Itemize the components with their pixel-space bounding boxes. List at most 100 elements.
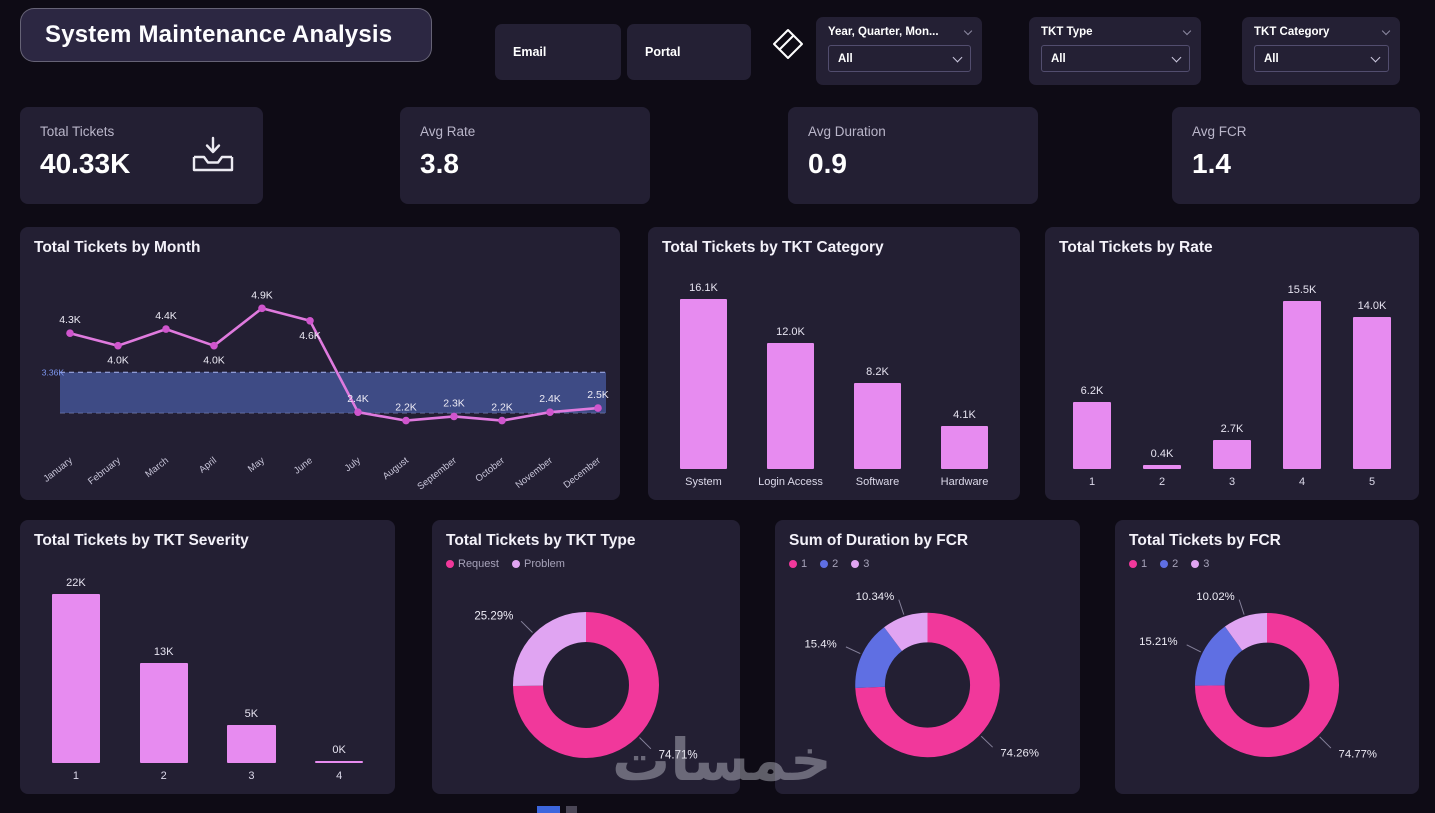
tickets-by-month-line-chart: 3.36K 4.3K January 4.0K February 4.4K March 4.0… [26, 259, 614, 496]
bar-column-1[interactable]: 13K 2 [120, 560, 208, 784]
month-axis-label: February [86, 455, 123, 487]
legend-item-Problem[interactable]: Problem [511, 558, 565, 570]
tickets-by-rate-bar-chart: 6.2K 1 0.4K 2 2.7K 3 15.5K 4 14.0K 5 [1057, 267, 1407, 490]
bar-column-3[interactable]: 4.1K Hardware [921, 267, 1008, 490]
bar-column-3[interactable]: 15.5K 4 [1267, 267, 1337, 490]
bar-column-0[interactable]: 16.1K System [660, 267, 747, 490]
bar-value-label: 13K [153, 646, 174, 659]
line-series [68, 306, 600, 422]
chart-legend: 1 2 3 [1129, 558, 1405, 570]
legend-item-3[interactable]: 3 [851, 558, 869, 570]
legend-dot [789, 560, 797, 568]
bar[interactable] [766, 342, 815, 469]
callout-line [845, 646, 861, 654]
chart-title: Sum of Duration by FCR [789, 532, 969, 549]
slicer-tkt-category-dropdown[interactable]: All [1254, 45, 1389, 72]
callout-line [1319, 736, 1332, 749]
callout-line [1238, 599, 1245, 615]
bar-column-1[interactable]: 12.0K Login Access [747, 267, 834, 490]
donut-slice-Problem[interactable] [513, 612, 659, 758]
bar[interactable] [315, 760, 364, 763]
data-point-6[interactable] [354, 408, 362, 416]
clear-filters-eraser-icon[interactable] [770, 26, 806, 62]
data-point-5[interactable] [306, 317, 314, 325]
donut-slice-2[interactable] [1194, 612, 1340, 758]
donut-callout-label: 15.21% [1139, 636, 1177, 648]
legend-item-2[interactable]: 2 [1160, 558, 1178, 570]
legend-item-Request[interactable]: Request [446, 558, 499, 570]
donut-slice-1[interactable] [1194, 612, 1340, 758]
bar-column-2[interactable]: 2.7K 3 [1197, 267, 1267, 490]
slicer-tkt-category-value: All [1264, 52, 1279, 65]
callout-line [1186, 644, 1202, 653]
report-title-card: System Maintenance Analysis [20, 8, 432, 62]
bar-column-0[interactable]: 6.2K 1 [1057, 267, 1127, 490]
data-point-8[interactable] [450, 412, 458, 421]
bar[interactable] [679, 299, 728, 469]
bar[interactable] [1212, 439, 1252, 469]
bar-value-label: 4.1K [953, 408, 976, 421]
bar-column-3[interactable]: 0K 4 [295, 560, 383, 784]
bar[interactable] [853, 382, 902, 469]
slicer-date-label: Year, Quarter, Mon... [828, 26, 939, 38]
chart-legend: Request Problem [446, 558, 726, 570]
point-value-label: 4.9K [251, 289, 273, 301]
legend-item-2[interactable]: 2 [820, 558, 838, 570]
portal-button[interactable]: Portal [627, 24, 751, 80]
footer-peek-blue-block [537, 806, 560, 813]
data-point-3[interactable] [210, 341, 218, 350]
slicer-date-dropdown[interactable]: All [828, 45, 971, 72]
month-axis-label: April [197, 455, 219, 475]
bar[interactable] [1142, 464, 1182, 469]
bar-category-label: Hardware [940, 476, 989, 488]
legend-item-3[interactable]: 3 [1191, 558, 1209, 570]
bar-column-4[interactable]: 14.0K 5 [1337, 267, 1407, 490]
bar-column-2[interactable]: 8.2K Software [834, 267, 921, 490]
bar-column-1[interactable]: 0.4K 2 [1127, 267, 1197, 490]
data-point-1[interactable] [114, 341, 122, 350]
slicer-tkt-type-dropdown[interactable]: All [1041, 45, 1190, 72]
bar[interactable] [1282, 300, 1322, 469]
data-point-11[interactable] [594, 404, 602, 412]
email-button[interactable]: Email [495, 24, 621, 80]
legend-item-1[interactable]: 1 [789, 558, 807, 570]
legend-label: 2 [832, 558, 839, 570]
legend-dot [851, 560, 860, 568]
chevron-down-icon [952, 52, 963, 62]
point-value-label: 4.0K [203, 355, 225, 367]
slicer-tkt-category-header[interactable]: TKT Category [1254, 26, 1391, 38]
bar[interactable] [1072, 401, 1112, 469]
bar[interactable] [139, 663, 188, 763]
data-point-9[interactable] [498, 416, 506, 425]
kpi-label: Avg Rate [420, 124, 476, 139]
chart-title: Total Tickets by FCR [1129, 532, 1281, 549]
donut-callout-label: 74.77% [1339, 749, 1377, 761]
bar-value-label: 22K [66, 577, 86, 590]
bar-column-0[interactable]: 22K 1 [32, 560, 120, 784]
legend-label: 3 [1203, 558, 1210, 570]
data-point-4[interactable] [258, 304, 266, 313]
donut-callout-label: 25.29% [474, 611, 513, 623]
month-axis-label: March [143, 455, 171, 480]
slicer-tkt-type-header[interactable]: TKT Type [1041, 26, 1192, 38]
bar[interactable] [940, 425, 989, 469]
data-point-2[interactable] [162, 325, 170, 333]
data-point-7[interactable] [402, 416, 410, 425]
data-point-0[interactable] [66, 329, 74, 337]
bar[interactable] [51, 594, 100, 763]
kpi-avg-rate: Avg Rate 3.8 [400, 107, 650, 204]
data-point-10[interactable] [546, 408, 554, 416]
donut-slice-2[interactable] [855, 612, 1000, 758]
legend-dot [1191, 560, 1200, 568]
bar[interactable] [227, 724, 276, 763]
donut-slice-3[interactable] [855, 612, 1000, 758]
legend-item-1[interactable]: 1 [1129, 558, 1147, 570]
footer-peek [0, 806, 1435, 813]
month-axis-label: November [514, 455, 555, 491]
slicer-date-header[interactable]: Year, Quarter, Mon... [828, 26, 973, 38]
point-value-label: 2.2K [491, 402, 513, 414]
bar-column-2[interactable]: 5K 3 [208, 560, 296, 784]
bar-category-label: 2 [1158, 476, 1166, 488]
bar[interactable] [1352, 317, 1392, 469]
panel-tickets-by-severity: Total Tickets by TKT Severity 22K 1 13K 2 5K… [20, 520, 395, 794]
